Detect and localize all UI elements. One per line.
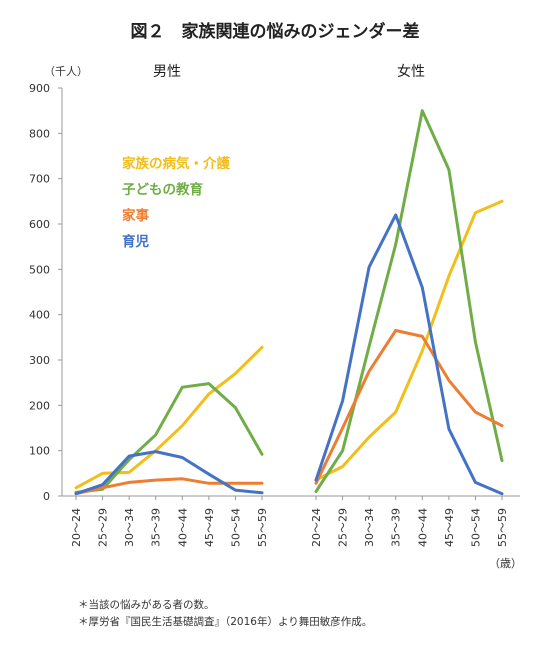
series-line-education	[74, 382, 264, 494]
x-tick-label: 55～59	[496, 508, 509, 547]
x-tick-label: 40～44	[176, 508, 189, 547]
legend-entry-childcare: 育児	[122, 233, 149, 250]
legend-entry-education: 子どもの教育	[122, 181, 203, 198]
footnote-2: ＊厚労省『国民生活基礎調査』（2016年）より舞田敏彦作成。	[78, 615, 372, 628]
x-tick-label: 30～34	[363, 508, 376, 547]
x-tick-label: 40～44	[416, 508, 429, 547]
x-axis-unit: （歳）	[489, 557, 522, 570]
y-tick-label: 0	[43, 490, 50, 503]
x-tick-label: 55～59	[256, 508, 269, 547]
y-tick-label: 500	[29, 263, 50, 276]
y-tick-label: 200	[29, 399, 50, 412]
panel-title: 男性	[153, 64, 181, 80]
y-tick-label: 300	[29, 354, 50, 367]
x-tick-label: 20～24	[70, 508, 83, 547]
series-line-childcare	[314, 213, 504, 496]
legend-entry-housework: 家事	[122, 207, 149, 224]
series-line-housework	[314, 329, 504, 485]
series-line-family_care	[314, 199, 504, 482]
legend-entry-family_care: 家族の病気・介護	[122, 155, 230, 172]
y-tick-label: 100	[29, 445, 50, 458]
plot-area: 0 100 200 300 400 500 600 700 800 900 男性 20～24 25～29…	[29, 63, 520, 547]
x-tick-label: 50～54	[229, 508, 242, 547]
panel-title: 女性	[397, 63, 425, 80]
x-tick-label: 35～39	[390, 508, 403, 547]
x-tick-label: 45～49	[203, 508, 216, 547]
y-tick-label: 900	[29, 82, 50, 95]
x-tick-label: 35～39	[150, 508, 163, 547]
x-tick-label: 45～49	[443, 508, 456, 547]
x-tick-label: 30～34	[123, 508, 136, 547]
series-line-childcare	[74, 450, 264, 496]
y-tick-label: 400	[29, 309, 50, 322]
x-tick-label: 50～54	[469, 508, 482, 547]
y-tick-label: 700	[29, 173, 50, 186]
series-line-family_care	[74, 345, 264, 490]
footnote-1: ＊当該の悩みがある者の数。	[78, 598, 215, 611]
x-tick-label: 25～29	[337, 508, 350, 547]
series-line-education	[314, 109, 504, 493]
y-tick-label: 600	[29, 218, 50, 231]
x-tick-label: 20～24	[310, 508, 323, 547]
y-axis-unit: （千人）	[44, 65, 88, 78]
x-tick-label: 25～29	[97, 508, 110, 547]
series-line-housework	[74, 477, 264, 496]
y-tick-label: 800	[29, 127, 50, 140]
chart-title: 図２ 家族関連の悩みのジェンダー差	[131, 21, 420, 42]
